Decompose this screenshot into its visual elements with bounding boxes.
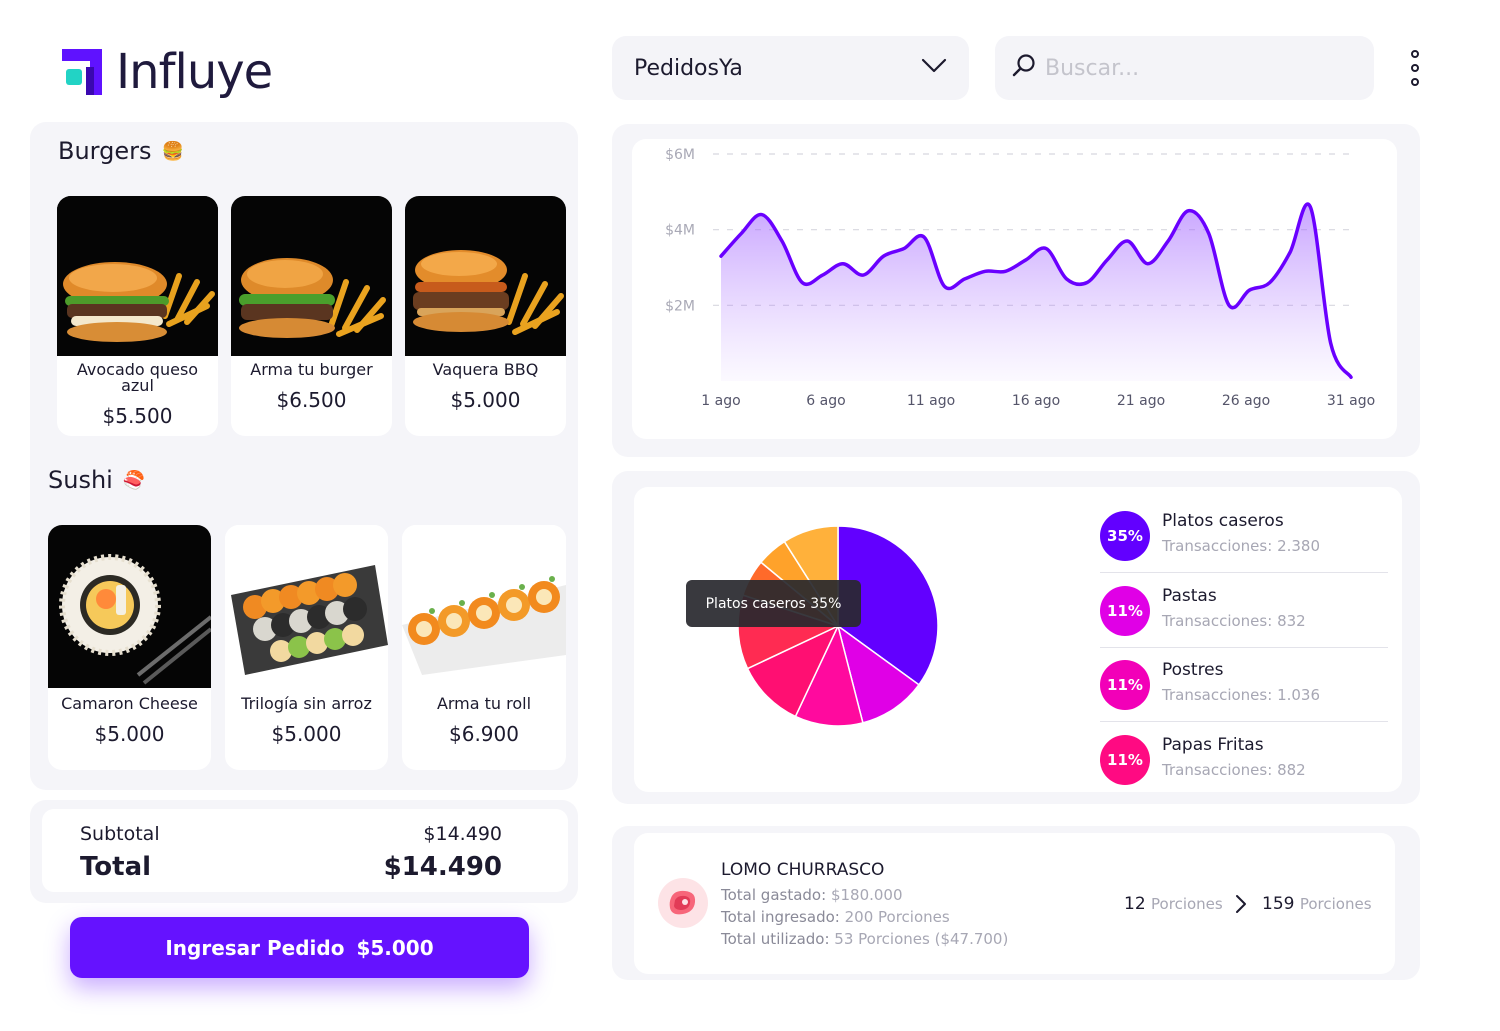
legend-transactions: Transacciones: 832 (1162, 612, 1306, 630)
search-bar[interactable] (995, 36, 1374, 100)
sales-chart-card: $2M $4M $6M 1 ago 6 ago 11 ago 16 ago 21 ago 26 … (632, 139, 1397, 439)
product-image (402, 525, 566, 688)
x-tick-label: 26 ago (1222, 393, 1270, 409)
app-logo: Influye (56, 44, 273, 100)
legend-name: Postres (1162, 660, 1224, 680)
legend-item-postres[interactable]: 11% Postres Transacciones: 1.036 (1100, 646, 1388, 716)
legend-transactions: Transacciones: 882 (1162, 761, 1306, 779)
portion-to: 159 Porciones (1262, 894, 1372, 914)
submit-order-label: Ingresar Pedido (165, 935, 345, 960)
submit-order-button[interactable]: Ingresar Pedido $5.000 (70, 917, 529, 978)
ingredient-spent: Total gastado: $180.000 (721, 886, 903, 904)
subtotal-value: $14.490 (423, 823, 502, 845)
x-tick-label: 1 ago (701, 393, 740, 409)
pie-slice[interactable] (837, 525, 939, 686)
pie-slice[interactable] (746, 624, 840, 718)
legend-divider (1100, 572, 1388, 573)
product-name: Camaron Cheese (61, 694, 198, 713)
steak-icon (658, 878, 708, 928)
x-tick-label: 31 ago (1327, 393, 1375, 409)
category-title-label: Burgers (58, 137, 152, 165)
subtotal-label: Subtotal (80, 823, 160, 845)
legend-item-pastas[interactable]: 11% Pastas Transacciones: 832 (1100, 572, 1388, 642)
area-fill (721, 204, 1351, 381)
store-select[interactable]: PedidosYa (612, 36, 969, 100)
total-value: $14.490 (383, 852, 502, 882)
portion-from: 12 Porciones (1124, 894, 1223, 914)
ingredient-card[interactable] (634, 833, 1395, 974)
product-name: Vaquera BBQ (432, 360, 539, 379)
pie-tooltip: Platos caseros 35% (686, 580, 861, 627)
product-name: Avocado queso azul (76, 360, 199, 395)
y-tick-label: $2M (665, 298, 695, 314)
logo-mark-icon (56, 47, 106, 97)
product-name: Arma tu burger (250, 360, 373, 379)
legend-transactions: Transacciones: 1.036 (1162, 686, 1321, 704)
legend-transactions: Transacciones: 2.380 (1162, 537, 1321, 555)
legend-name: Platos caseros (1162, 511, 1284, 531)
product-price: $5.500 (102, 404, 173, 428)
total-label: Total (80, 852, 152, 882)
legend-item-papas-fritas[interactable]: 11% Papas Fritas Transacciones: 882 (1100, 721, 1388, 791)
product-price: $5.000 (271, 722, 342, 746)
product-name: Trilogía sin arroz (241, 694, 372, 713)
product-card[interactable]: Avocado queso azul $5.500 (57, 196, 218, 436)
product-image (231, 196, 392, 356)
product-price: $5.000 (450, 388, 521, 412)
pie-slice[interactable] (794, 623, 864, 727)
sales-area-chart: $2M $4M $6M 1 ago 6 ago 11 ago 16 ago 21 ago 26 … (665, 147, 1375, 409)
chevron-down-icon (921, 58, 947, 78)
product-image (57, 196, 218, 356)
more-options-icon[interactable] (1404, 50, 1426, 86)
y-tick-label: $6M (665, 147, 695, 163)
store-select-value: PedidosYa (634, 55, 743, 81)
app-name: Influye (116, 44, 273, 100)
legend-item-platos-caseros[interactable]: 35% Platos caseros Transacciones: 2.380 (1100, 497, 1388, 567)
product-price: $5.000 (94, 722, 165, 746)
category-title-label: Sushi (48, 466, 113, 494)
order-summary-card (42, 809, 568, 892)
legend-divider (1100, 721, 1388, 722)
category-title-burgers: Burgers 🍔 (58, 137, 184, 165)
search-icon (1011, 53, 1037, 83)
category-title-sushi: Sushi 🍣 (48, 466, 145, 494)
legend-badge: 35% (1100, 511, 1150, 561)
product-card[interactable]: Arma tu roll $6.900 (402, 525, 566, 770)
product-price: $6.900 (449, 722, 519, 746)
ingredient-used: Total utilizado: 53 Porciones ($47.700) (721, 930, 1009, 948)
sushi-icon: 🍣 (122, 469, 146, 491)
product-name: Arma tu roll (436, 694, 532, 713)
x-tick-label: 6 ago (806, 393, 845, 409)
legend-name: Papas Fritas (1162, 735, 1264, 755)
x-tick-label: 21 ago (1117, 393, 1165, 409)
legend-divider (1100, 647, 1388, 648)
pie-slice[interactable] (836, 624, 920, 724)
product-image (48, 525, 211, 688)
product-card[interactable]: Vaquera BBQ $5.000 (405, 196, 566, 436)
legend-name: Pastas (1162, 586, 1217, 606)
legend-badge: 11% (1100, 735, 1150, 785)
legend-badge: 11% (1100, 586, 1150, 636)
product-card[interactable]: Camaron Cheese $5.000 (48, 525, 211, 770)
chevron-right-icon (1234, 893, 1248, 919)
burger-icon: 🍔 (161, 140, 184, 162)
x-tick-label: 16 ago (1012, 393, 1060, 409)
product-price: $6.500 (276, 388, 347, 412)
ingredient-received: Total ingresado: 200 Porciones (721, 908, 950, 926)
legend-badge: 11% (1100, 660, 1150, 710)
submit-order-amount: $5.000 (356, 935, 434, 960)
series-line (719, 202, 1353, 379)
x-tick-label: 11 ago (907, 393, 955, 409)
product-card[interactable]: Arma tu burger $6.500 (231, 196, 392, 436)
product-card[interactable]: Trilogía sin arroz $5.000 (225, 525, 388, 770)
product-image (405, 196, 566, 356)
search-input[interactable] (1045, 55, 1345, 81)
y-tick-label: $4M (665, 223, 695, 239)
product-image (225, 525, 388, 688)
ingredient-name: LOMO CHURRASCO (721, 860, 885, 880)
